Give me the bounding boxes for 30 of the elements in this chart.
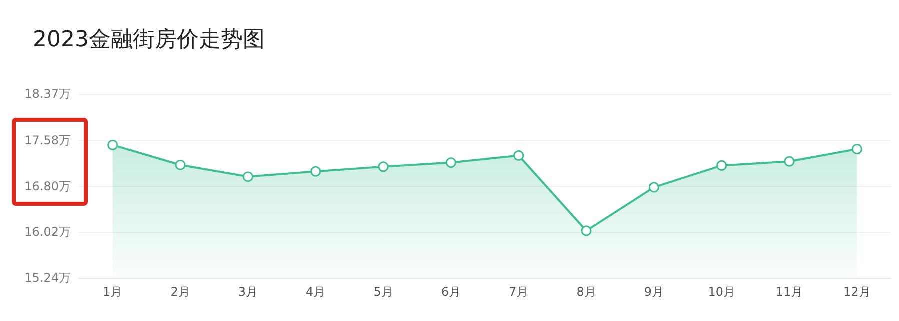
point: [378, 162, 389, 172]
point: [446, 158, 456, 168]
point: [648, 182, 660, 193]
point: [108, 140, 118, 150]
point: [581, 226, 592, 236]
point: [310, 166, 322, 177]
chart-title: 2023金融街房价走势图: [33, 28, 265, 52]
x-tick-label: 9月: [644, 285, 664, 299]
point: [242, 172, 254, 182]
point: [175, 160, 186, 170]
x-tick-label: 1月: [103, 285, 123, 299]
x-tick-label: 11月: [776, 285, 804, 299]
y-tick-label: 16.80万: [24, 179, 71, 194]
x-tick-label: 6月: [441, 285, 461, 299]
x-tick-label: 2月: [170, 285, 190, 299]
x-tick-label: 7月: [509, 285, 529, 299]
x-tick-label: 4月: [306, 285, 326, 299]
x-tick-label: 12月: [844, 285, 871, 299]
y-tick-label: 15.24万: [24, 271, 71, 285]
y-tick-label: 17.58万: [24, 133, 71, 148]
x-tick-label: 10月: [708, 285, 736, 299]
y-tick-label: 16.02万: [24, 225, 71, 240]
x-tick-label: 5月: [374, 285, 394, 299]
point: [716, 160, 728, 171]
x-tick-label: 8月: [576, 285, 596, 299]
point: [852, 144, 862, 155]
point: [514, 150, 524, 161]
point: [784, 156, 795, 167]
x-tick-label: 3月: [238, 285, 258, 299]
y-tick-label: 18.37万: [24, 87, 71, 101]
